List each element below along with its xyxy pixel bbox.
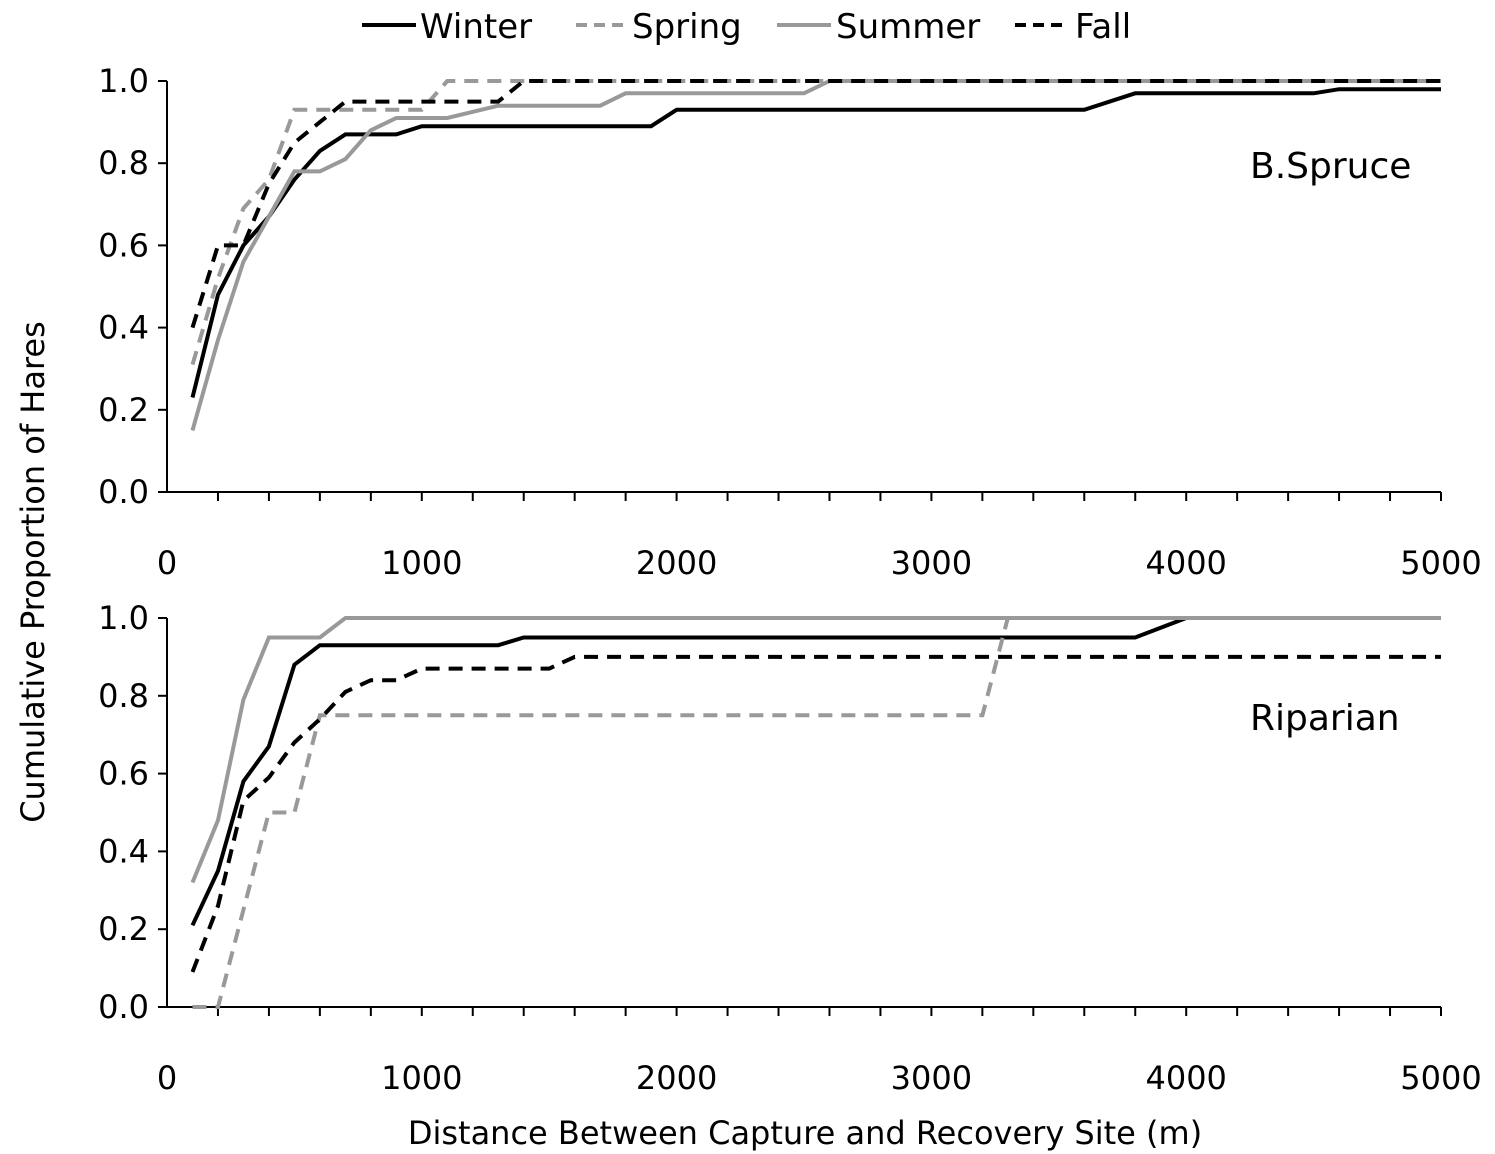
y-tick-label: 0.2: [98, 391, 149, 429]
legend-item-fall: Fall: [1015, 7, 1131, 47]
panel-b-spruce: 0.0 0.2 0.4 0.6 0.8 1.0 0 1000 2000 3000 4000 5000 B…: [98, 62, 1482, 582]
legend-item-summer: Summer: [777, 7, 980, 47]
x-tick-label: 2000: [636, 544, 717, 582]
y-axis-title: Cumulative Proportion of Hares: [14, 321, 52, 823]
series-line-fall: [190, 79, 1441, 329]
series-line-fall: [190, 654, 1441, 973]
x-tick-label: 2000: [636, 1059, 717, 1097]
x-tick-label: 1000: [381, 544, 462, 582]
y-tick-label: 0.0: [98, 988, 149, 1026]
series-line-spring: [190, 79, 1441, 366]
x-tick-label: 5000: [1400, 1059, 1481, 1097]
y-tick-label: 0.0: [98, 473, 149, 511]
legend-item-winter: Winter: [362, 7, 532, 47]
x-tick-label: 0: [157, 544, 177, 582]
legend-item-spring: Spring: [576, 7, 742, 47]
series-line-summer: [190, 616, 1441, 884]
legend-label: Winter: [420, 7, 532, 47]
x-tick-label: 3000: [891, 1059, 972, 1097]
panel-label: Riparian: [1250, 698, 1400, 739]
x-tick-label: 0: [157, 1059, 177, 1097]
series-line-spring: [192, 616, 1441, 1009]
y-tick-label: 0.2: [98, 910, 149, 948]
x-tick-label: 3000: [891, 544, 972, 582]
x-tick-label: 4000: [1145, 1059, 1226, 1097]
panel-label: B.Spruce: [1250, 146, 1411, 187]
legend-label: Fall: [1075, 7, 1131, 47]
y-tick-label: 0.4: [98, 832, 149, 870]
panel-riparian: 0.0 0.2 0.4 0.6 0.8 1.0 0 1000 2000 3000 4000 5000 R…: [98, 599, 1482, 1097]
y-tick-label: 0.4: [98, 309, 149, 347]
y-tick-label: 1.0: [98, 62, 149, 100]
x-axis-title: Distance Between Capture and Recovery Si…: [408, 1114, 1202, 1152]
x-tick-label: 4000: [1145, 544, 1226, 582]
series-line-summer: [190, 79, 1441, 431]
y-tick-label: 0.8: [98, 144, 149, 182]
series-line-winter: [190, 616, 1441, 927]
legend-label: Summer: [836, 7, 980, 47]
y-tick-label: 0.6: [98, 755, 149, 793]
series-line-winter: [190, 87, 1441, 398]
x-tick-label: 1000: [381, 1059, 462, 1097]
legend: Winter Spring Summer Fall: [362, 7, 1131, 47]
legend-label: Spring: [632, 7, 742, 47]
y-tick-label: 1.0: [98, 599, 149, 637]
y-tick-label: 0.6: [98, 226, 149, 264]
x-tick-label: 5000: [1400, 544, 1481, 582]
y-tick-label: 0.8: [98, 677, 149, 715]
